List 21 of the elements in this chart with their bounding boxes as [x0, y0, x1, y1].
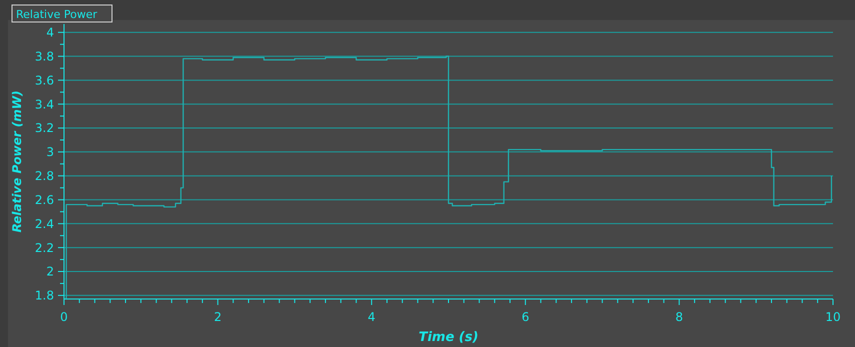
x-tick-label: 10 — [825, 310, 841, 324]
x-axis-title: Time (s) — [418, 330, 478, 345]
y-tick-label: 3.2 — [34, 121, 54, 136]
y-tick-label: 2.4 — [34, 216, 54, 231]
y-tick-label: 4 — [46, 26, 54, 40]
y-tick-label: 3.8 — [34, 49, 54, 64]
x-tick-label: 0 — [60, 310, 68, 324]
y-tick-label: 1.8 — [34, 288, 54, 303]
y-tick-label: 3.4 — [34, 97, 54, 112]
y-axis-title: Relative Power (mW) — [10, 90, 24, 233]
y-tick-label: 3 — [46, 145, 54, 160]
chart-title: Relative Power — [16, 8, 98, 21]
y-tick-label: 2.6 — [34, 192, 54, 207]
x-tick-label: 2 — [214, 310, 222, 324]
x-tick-label: 4 — [368, 310, 376, 324]
x-tick-label: 6 — [522, 310, 530, 324]
y-tick-label: 3.6 — [34, 73, 54, 88]
y-tick-label: 2 — [46, 264, 54, 279]
y-tick-label: 2.8 — [34, 169, 54, 184]
y-tick-label: 2.2 — [34, 240, 54, 255]
x-tick-label: 8 — [675, 310, 684, 324]
